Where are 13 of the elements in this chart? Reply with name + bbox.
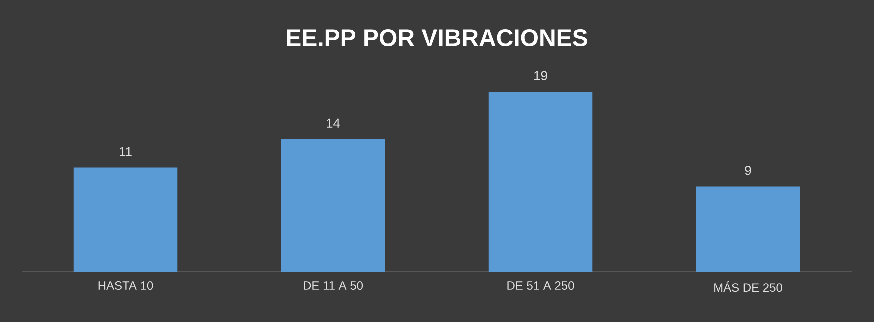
data-label: 14 (327, 118, 340, 128)
data-label: 9 (745, 166, 752, 176)
x-tick-label: MÁS DE 250 (714, 282, 782, 292)
x-tick-label: DE 51 A 250 (508, 282, 574, 290)
bar (281, 139, 386, 272)
chart-title: EE.PP POR VIBRACIONES (287, 30, 588, 46)
data-label: 11 (120, 147, 132, 156)
bar (488, 92, 593, 272)
x-tick-label: DE 11 A 50 (304, 282, 364, 290)
x-tick-label: HASTA 10 (98, 282, 154, 290)
bar (74, 168, 178, 272)
bar (696, 186, 800, 272)
data-label: 19 (534, 71, 548, 80)
